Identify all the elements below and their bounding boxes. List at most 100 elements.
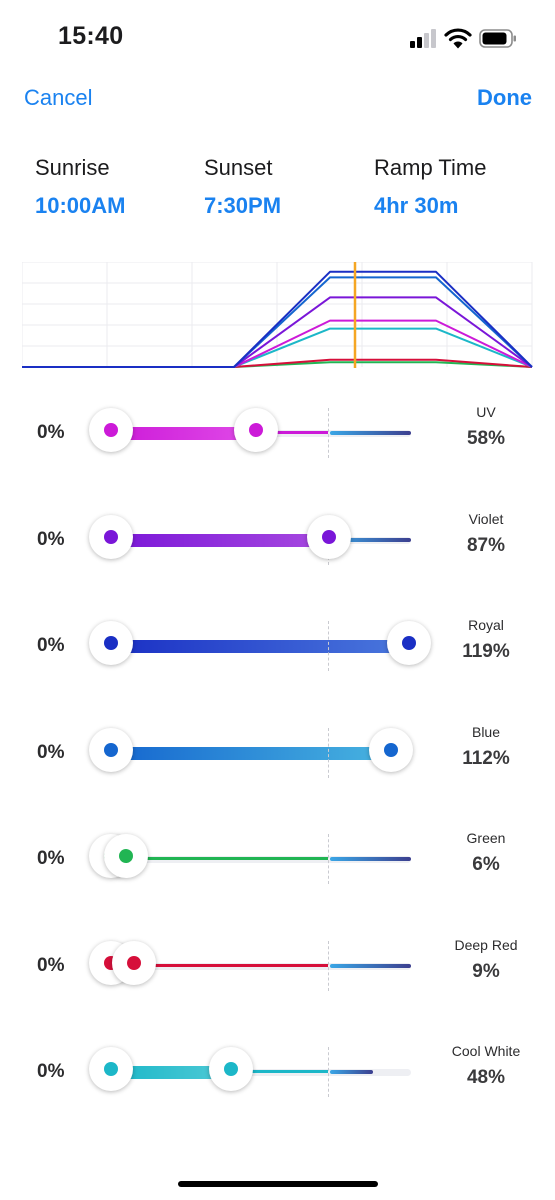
min-thumb-dot (104, 529, 118, 544)
channel-min-label: 0% (37, 954, 65, 976)
min-thumb[interactable] (89, 408, 133, 452)
sunrise-picker[interactable]: Sunrise 10:00AM (35, 155, 125, 219)
channel-name: UV (476, 404, 496, 420)
channel-name: Violet (468, 510, 504, 527)
max-thumb[interactable] (386, 621, 431, 665)
slider-reference-mark (328, 621, 329, 671)
max-thumb-dot (401, 636, 416, 650)
sunset-value: 7:30PM (204, 193, 282, 218)
max-thumb-dot (384, 742, 398, 757)
min-thumb[interactable] (89, 621, 133, 665)
channel-slider[interactable] (84, 704, 424, 810)
max-thumb[interactable] (104, 834, 148, 878)
channel-value: 6% (472, 854, 500, 875)
channel-name: Deep Red (454, 936, 518, 953)
channel-value: 58% (466, 428, 506, 449)
channel-row: 0% Green 6% (0, 810, 555, 916)
min-thumb[interactable] (89, 514, 133, 559)
channel-min-label: 0% (37, 422, 65, 443)
chart-series-line (22, 270, 533, 368)
slider-remaining-line (330, 537, 411, 542)
max-thumb[interactable] (111, 940, 156, 985)
min-thumb-dot (104, 1062, 118, 1076)
status-bar: 15:40 (0, 0, 555, 80)
channel-name: Blue (471, 723, 501, 740)
channel-value: 9% (472, 960, 500, 982)
max-thumb[interactable] (306, 514, 351, 559)
chart-lines (22, 270, 533, 368)
channel-name: Cool White (451, 1043, 521, 1059)
slider-level-line (133, 963, 328, 967)
slider-reference-mark (328, 727, 329, 778)
slider-level-line (126, 857, 328, 860)
ramp-time-value: 4hr 30m (374, 193, 459, 218)
max-thumb-dot (126, 955, 141, 970)
channel-name: Royal (468, 617, 504, 633)
max-thumb-dot (249, 423, 263, 437)
slider-range-fill (111, 533, 329, 547)
slider-range-fill (111, 427, 256, 440)
ramp-time-label: Ramp Time (374, 155, 487, 180)
wifi-icon (444, 28, 472, 49)
channel-value: 112% (462, 747, 510, 769)
channel-slider[interactable] (84, 1023, 424, 1129)
sunrise-label: Sunrise (35, 155, 110, 180)
channel-min-label: 0% (37, 528, 65, 550)
status-icons (410, 28, 516, 49)
schedule-times: Sunrise 10:00AM Sunset 7:30PM Ramp Time … (0, 155, 555, 235)
channel-row: 0% Blue 112% (0, 704, 555, 810)
channel-value: 87% (466, 534, 506, 556)
slider-remaining-line (330, 431, 411, 435)
channel-name: Green (466, 830, 506, 846)
slider-remaining-line (330, 963, 411, 968)
channel-value: 119% (462, 641, 510, 662)
slider-level-line (256, 431, 328, 434)
chart-grid (22, 262, 533, 367)
channel-row: 0% Cool White 48% (0, 1023, 555, 1129)
channel-min-label: 0% (37, 635, 65, 656)
nav-bar: Cancel Done (0, 80, 555, 120)
max-thumb-dot (119, 849, 133, 863)
slider-reference-mark (328, 940, 329, 991)
slider-range-fill (111, 746, 391, 760)
min-thumb[interactable] (89, 727, 133, 772)
ramp-time-picker[interactable]: Ramp Time 4hr 30m (374, 155, 486, 219)
channel-row: 0% Deep Red 9% (0, 917, 555, 1023)
sunrise-value: 10:00AM (35, 193, 126, 218)
min-thumb-dot (104, 742, 118, 757)
signal-icon (410, 29, 436, 48)
slider-remaining-line (330, 857, 411, 861)
slider-range-fill (111, 640, 409, 653)
sunset-label: Sunset (204, 155, 273, 180)
slider-reference-mark (328, 1047, 329, 1097)
channel-row: 0% UV 58% (0, 384, 555, 490)
done-button[interactable]: Done (477, 85, 532, 110)
channel-slider[interactable] (84, 491, 424, 597)
channel-slider[interactable] (84, 810, 424, 916)
max-thumb-dot (321, 529, 336, 544)
intensity-chart (22, 262, 533, 368)
channel-slider[interactable] (84, 597, 431, 703)
channel-slider[interactable] (84, 917, 424, 1023)
channel-value: 48% (466, 1067, 506, 1088)
channel-row: 0% Royal 119% (0, 597, 555, 703)
min-thumb-dot (104, 636, 118, 650)
max-thumb[interactable] (234, 408, 278, 452)
channel-slider[interactable] (84, 384, 424, 490)
slider-reference-mark (328, 408, 329, 458)
battery-icon (479, 29, 516, 48)
sunset-picker[interactable]: Sunset 7:30PM (204, 155, 281, 219)
channel-min-label: 0% (37, 1061, 65, 1082)
max-thumb[interactable] (209, 1047, 253, 1091)
channel-min-label: 0% (37, 741, 65, 763)
home-indicator (178, 1181, 378, 1187)
channel-min-label: 0% (37, 848, 65, 869)
slider-level-line (231, 1070, 328, 1073)
slider-remaining-line (330, 1070, 373, 1074)
min-thumb-dot (104, 423, 118, 437)
min-thumb[interactable] (89, 1047, 133, 1091)
max-thumb[interactable] (369, 727, 413, 772)
cancel-button[interactable]: Cancel (24, 85, 93, 110)
slider-reference-mark (328, 834, 329, 884)
slider-range-fill (111, 1066, 231, 1079)
